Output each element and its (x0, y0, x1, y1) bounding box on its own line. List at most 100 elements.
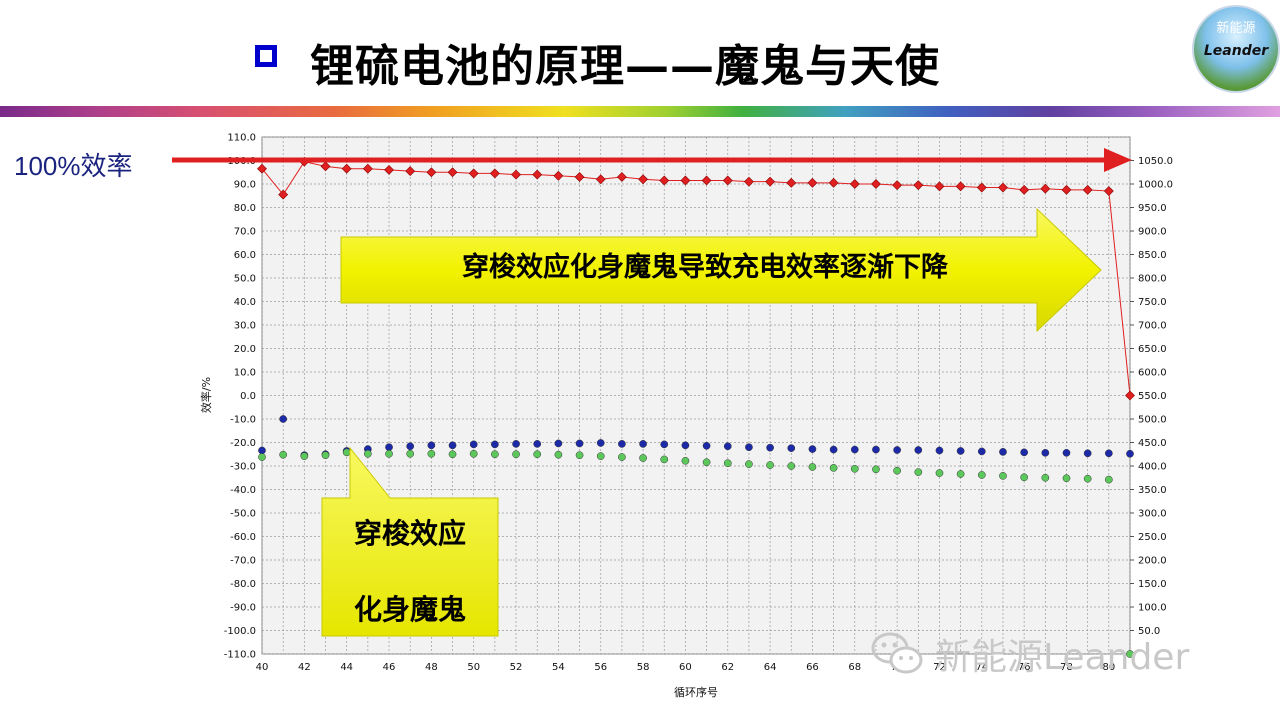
y2-tick-label: 850.0 (1138, 250, 1167, 261)
data-point (807, 177, 818, 188)
data-point (893, 466, 901, 475)
y-tick-label: 20.0 (234, 344, 256, 355)
data-point (829, 445, 838, 454)
data-point (469, 449, 478, 458)
data-point (787, 444, 796, 452)
y2-tick-label: 250.0 (1138, 532, 1167, 543)
data-point (787, 462, 796, 470)
data-point (512, 440, 520, 448)
y-tick-label: -110.0 (224, 650, 256, 661)
data-point (1020, 473, 1028, 482)
data-point (914, 468, 923, 476)
data-point (722, 175, 733, 186)
y-tick-label: 10.0 (234, 368, 256, 379)
data-point (512, 450, 520, 459)
y-tick-label: 50.0 (234, 274, 256, 285)
data-point (659, 175, 670, 186)
logo-top-text: 新能源 (1216, 21, 1256, 36)
callout-line-2: 化身魔鬼 (353, 593, 466, 626)
y2-tick-label: 500.0 (1138, 415, 1167, 426)
data-point (364, 449, 372, 458)
data-point (279, 415, 288, 423)
data-point (977, 471, 986, 479)
data-point (872, 465, 880, 474)
data-point (427, 449, 436, 458)
x-tick-label: 80 (1102, 662, 1115, 673)
y-tick-label: 70.0 (234, 227, 256, 238)
data-point (616, 172, 627, 182)
data-point (1041, 473, 1050, 482)
efficiency-label: 100%效率 (14, 151, 133, 181)
y-tick-label: 90.0 (234, 180, 256, 191)
data-point (553, 170, 564, 181)
data-point (258, 446, 266, 455)
y-tick-label: -40.0 (230, 485, 256, 496)
data-point (468, 168, 479, 179)
data-point (554, 439, 563, 448)
data-point (406, 449, 415, 458)
data-point (639, 440, 647, 448)
data-point (808, 445, 817, 453)
data-point (1083, 449, 1092, 458)
x-tick-label: 48 (425, 662, 438, 673)
data-point (469, 440, 478, 449)
y-tick-label: 80.0 (234, 203, 256, 214)
data-point (998, 182, 1008, 193)
decline-arrow-text: 穿梭效应化身魔鬼导致充电效率逐渐下降 (462, 252, 948, 283)
data-point (999, 448, 1007, 456)
data-point (893, 446, 901, 454)
data-point (596, 452, 605, 460)
y-tick-label: -60.0 (230, 532, 256, 543)
data-point (1062, 448, 1071, 457)
y2-tick-label: 400.0 (1138, 462, 1167, 473)
y2-tick-label: 700.0 (1138, 321, 1167, 332)
data-point (575, 451, 584, 460)
x-tick-label: 60 (679, 662, 692, 673)
data-point (448, 450, 457, 459)
x-tick-label: 56 (594, 662, 607, 673)
x-tick-label: 58 (637, 662, 650, 673)
data-point (533, 450, 542, 459)
data-point (871, 179, 881, 189)
data-point (702, 458, 711, 467)
data-point (532, 169, 543, 180)
x-tick-label: 74 (975, 662, 988, 673)
data-point (765, 176, 776, 187)
data-point (744, 176, 754, 187)
data-point (278, 189, 289, 200)
y-tick-label: 30.0 (234, 321, 256, 332)
data-point (935, 446, 944, 455)
data-point (850, 445, 859, 454)
y-tick-label: 60.0 (234, 250, 256, 261)
y-axis-label: 效率/% (199, 377, 213, 413)
data-point (385, 449, 393, 458)
data-point (300, 452, 309, 460)
data-point (766, 461, 774, 469)
data-point (701, 175, 712, 186)
y-tick-label: 40.0 (234, 297, 256, 308)
data-point (977, 447, 986, 456)
y2-tick-label: 100.0 (1138, 603, 1167, 614)
data-point (596, 439, 605, 447)
data-point (850, 464, 859, 473)
y2-tick-label: 1050.0 (1138, 156, 1173, 167)
data-point (638, 174, 648, 185)
wechat-icon (871, 632, 923, 674)
data-point (892, 180, 903, 191)
x-tick-label: 50 (467, 662, 480, 673)
decline-arrow-shape (340, 207, 1102, 333)
data-point (279, 450, 288, 459)
data-point (808, 463, 817, 471)
y-tick-label: -20.0 (230, 438, 256, 449)
data-point (1082, 184, 1093, 195)
data-point (575, 439, 584, 448)
data-point (384, 164, 394, 175)
data-point (1083, 474, 1092, 483)
callout-line-1: 穿梭效应 (353, 517, 466, 550)
data-point (745, 443, 753, 452)
data-point (448, 441, 457, 450)
data-point (574, 172, 585, 182)
y2-tick-label: 900.0 (1138, 227, 1167, 238)
data-point (914, 446, 923, 454)
data-point (258, 453, 266, 461)
